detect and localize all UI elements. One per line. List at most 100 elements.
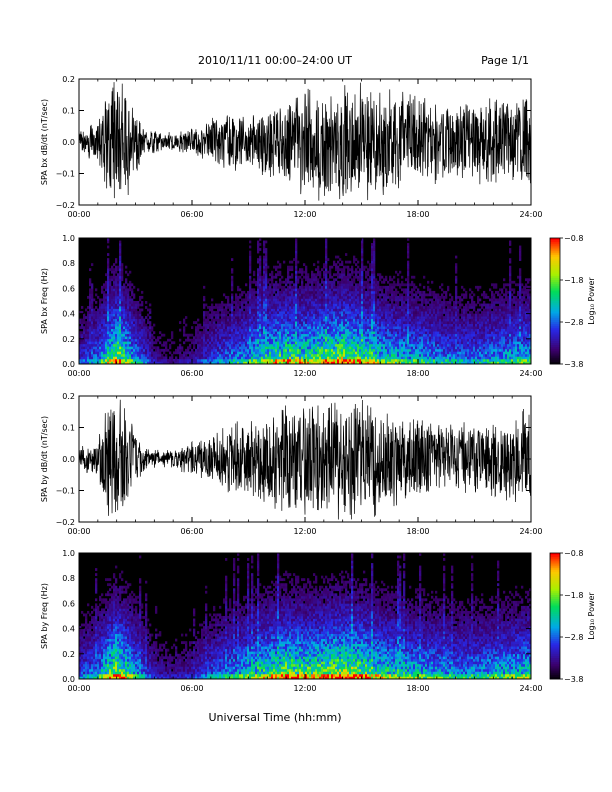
heatmap-cell <box>387 333 390 337</box>
heatmap-cell <box>257 316 260 319</box>
heatmap-cell <box>387 351 390 355</box>
heatmap-cell <box>161 361 164 365</box>
heatmap-cell <box>147 313 150 317</box>
heatmap-cell <box>387 311 390 314</box>
heatmap-cell <box>311 311 314 314</box>
heatmap-cell <box>379 275 382 279</box>
heatmap-cell <box>329 346 332 350</box>
heatmap-cell <box>119 353 122 357</box>
heatmap-cell <box>103 313 106 317</box>
heatmap-cell <box>377 301 380 304</box>
heatmap-cell <box>113 268 116 272</box>
heatmap-cell <box>189 338 192 342</box>
heatmap-cell <box>379 348 382 352</box>
heatmap-cell <box>101 321 104 324</box>
heatmap-cell <box>233 321 236 324</box>
heatmap-cell <box>131 333 134 337</box>
heatmap-cell <box>335 255 338 259</box>
heatmap-cell <box>235 298 238 302</box>
heatmap-cell <box>87 306 90 309</box>
heatmap-cell <box>363 313 366 317</box>
heatmap-cell <box>255 331 258 335</box>
heatmap-cell <box>207 361 210 365</box>
heatmap-cell <box>121 336 124 340</box>
heatmap-cell <box>205 331 208 335</box>
heatmap-cell <box>117 348 120 352</box>
heatmap-cell <box>223 356 226 360</box>
heatmap-cell <box>407 280 410 284</box>
heatmap-cell <box>371 258 374 261</box>
heatmap-cell <box>373 361 376 365</box>
heatmap-cell <box>249 270 252 274</box>
heatmap-cell <box>113 283 116 287</box>
heatmap-cell <box>201 341 204 345</box>
heatmap-cell <box>335 331 338 335</box>
heatmap-cell <box>237 353 240 357</box>
heatmap-cell <box>153 331 156 335</box>
heatmap-cell <box>383 308 386 312</box>
heatmap-cell <box>269 308 272 312</box>
heatmap-cell <box>251 290 254 294</box>
heatmap-cell <box>367 298 370 302</box>
heatmap-cell <box>249 323 252 327</box>
heatmap-cell <box>245 321 248 324</box>
heatmap-cell <box>345 301 348 304</box>
heatmap-cell <box>403 338 406 342</box>
heatmap-cell <box>259 278 262 282</box>
heatmap-cell <box>103 323 106 327</box>
heatmap-cell <box>261 313 264 317</box>
heatmap-cell <box>325 328 328 332</box>
heatmap-cell <box>411 358 414 362</box>
heatmap-cell <box>269 303 272 307</box>
heatmap-cell <box>79 346 82 350</box>
heatmap-cell <box>397 331 400 335</box>
heatmap-cell <box>289 298 292 302</box>
heatmap-cell <box>115 353 118 357</box>
heatmap-cell <box>253 323 256 327</box>
heatmap-cell <box>117 351 120 355</box>
heatmap-cell <box>411 316 414 319</box>
heatmap-cell <box>89 358 92 362</box>
heatmap-cell <box>279 293 282 297</box>
heatmap-cell <box>343 326 346 330</box>
heatmap-cell <box>267 303 270 307</box>
heatmap-cell <box>265 265 268 269</box>
heatmap-cell <box>375 326 378 330</box>
heatmap-cell <box>253 273 256 277</box>
heatmap-cell <box>297 311 300 314</box>
heatmap-cell <box>183 321 186 324</box>
heatmap-cell <box>111 278 114 282</box>
heatmap-cell <box>257 273 260 277</box>
heatmap-cell <box>319 338 322 342</box>
heatmap-cell <box>221 321 224 324</box>
heatmap-cell <box>111 356 114 360</box>
heatmap-cell <box>289 316 292 319</box>
heatmap-cell <box>85 351 88 355</box>
heatmap-cell <box>389 331 392 335</box>
heatmap-cell <box>271 273 274 277</box>
heatmap-cell <box>405 341 408 345</box>
heatmap-cell <box>397 328 400 332</box>
heatmap-cell <box>99 333 102 337</box>
heatmap-cell <box>413 356 416 360</box>
heatmap-cell <box>339 336 342 340</box>
heatmap-cell <box>325 341 328 345</box>
heatmap-cell <box>117 353 120 357</box>
heatmap-cell <box>151 328 154 332</box>
heatmap-cell <box>241 343 244 347</box>
heatmap-cell <box>81 321 84 324</box>
heatmap-cell <box>203 341 206 345</box>
heatmap-cell <box>237 298 240 302</box>
heatmap-cell <box>303 323 306 327</box>
heatmap-cell <box>153 336 156 340</box>
heatmap-cell <box>143 343 146 347</box>
heatmap-cell <box>237 306 240 309</box>
heatmap-cell <box>345 326 348 330</box>
heatmap-cell <box>333 298 336 302</box>
heatmap-cell <box>133 308 136 312</box>
heatmap-cell <box>377 356 380 360</box>
heatmap-cell <box>293 295 296 299</box>
heatmap-cell <box>299 270 302 274</box>
heatmap-cell <box>215 318 218 322</box>
heatmap-cell <box>305 356 308 360</box>
